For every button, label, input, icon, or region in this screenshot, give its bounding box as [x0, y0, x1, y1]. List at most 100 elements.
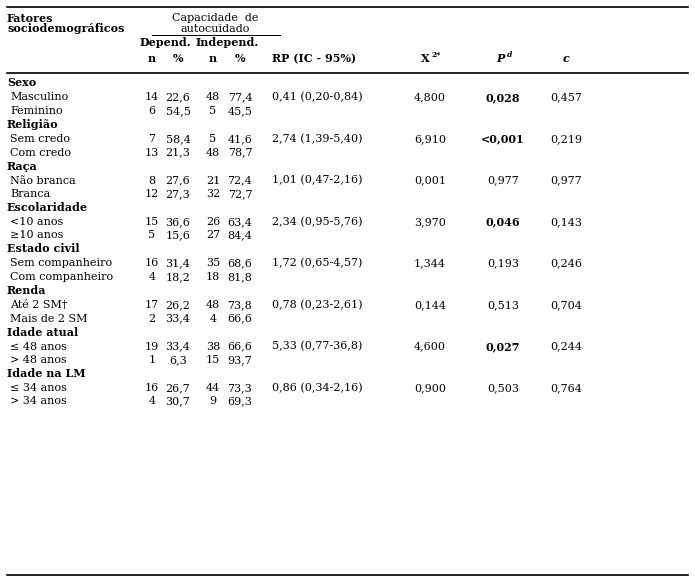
Text: Idade na LM: Idade na LM	[7, 368, 85, 379]
Text: %: %	[173, 54, 183, 65]
Text: 21: 21	[206, 175, 220, 185]
Text: 72,7: 72,7	[228, 189, 252, 199]
Text: 54,5: 54,5	[165, 106, 190, 116]
Text: 5,33 (0,77-36,8): 5,33 (0,77-36,8)	[272, 341, 362, 352]
Text: 66,6: 66,6	[227, 342, 252, 352]
Text: 12: 12	[145, 189, 159, 199]
Text: 1,72 (0,65-4,57): 1,72 (0,65-4,57)	[272, 258, 362, 269]
Text: 4,600: 4,600	[414, 342, 446, 352]
Text: ≤ 48 anos: ≤ 48 anos	[10, 342, 67, 352]
Text: 16: 16	[145, 383, 159, 393]
Text: 0,503: 0,503	[487, 383, 519, 393]
Text: 1,01 (0,47-2,16): 1,01 (0,47-2,16)	[272, 175, 363, 185]
Text: Sem credo: Sem credo	[10, 134, 70, 144]
Text: 18: 18	[206, 272, 220, 282]
Text: 36,6: 36,6	[165, 217, 190, 227]
Text: Com companheiro: Com companheiro	[10, 272, 113, 282]
Text: 0,764: 0,764	[550, 383, 582, 393]
Text: 6,910: 6,910	[414, 134, 446, 144]
Text: 16: 16	[145, 258, 159, 269]
Text: 27,3: 27,3	[165, 189, 190, 199]
Text: Masculino: Masculino	[10, 93, 68, 103]
Text: 9: 9	[209, 396, 217, 406]
Text: 21,3: 21,3	[165, 147, 190, 157]
Text: 0,977: 0,977	[487, 175, 519, 185]
Text: n: n	[209, 54, 217, 65]
Text: 15: 15	[145, 217, 159, 227]
Text: Escolaridade: Escolaridade	[7, 202, 88, 213]
Text: Raça: Raça	[7, 160, 38, 171]
Text: 38: 38	[206, 342, 220, 352]
Text: 4: 4	[149, 396, 156, 406]
Text: 27: 27	[206, 230, 220, 241]
Text: 0,193: 0,193	[487, 258, 519, 269]
Text: 0,244: 0,244	[550, 342, 582, 352]
Text: 0,41 (0,20-0,84): 0,41 (0,20-0,84)	[272, 92, 363, 103]
Text: 0,046: 0,046	[486, 216, 521, 227]
Text: <10 anos: <10 anos	[10, 217, 63, 227]
Text: 77,4: 77,4	[228, 93, 252, 103]
Text: 48: 48	[206, 300, 220, 310]
Text: ≤ 34 anos: ≤ 34 anos	[10, 383, 67, 393]
Text: 14: 14	[145, 93, 159, 103]
Text: 69,3: 69,3	[227, 396, 252, 406]
Text: 44: 44	[206, 383, 220, 393]
Text: 6,3: 6,3	[169, 355, 187, 365]
Text: 73,8: 73,8	[228, 300, 252, 310]
Text: Não branca: Não branca	[10, 175, 76, 185]
Text: 17: 17	[145, 300, 159, 310]
Text: 4,800: 4,800	[414, 93, 446, 103]
Text: sociodemográficos: sociodemográficos	[7, 23, 124, 34]
Text: 0,704: 0,704	[550, 300, 582, 310]
Text: 26: 26	[206, 217, 220, 227]
Text: 0,219: 0,219	[550, 134, 582, 144]
Text: 5: 5	[209, 106, 217, 116]
Text: 58,4: 58,4	[165, 134, 190, 144]
Text: 0,027: 0,027	[486, 341, 521, 352]
Text: Idade atual: Idade atual	[7, 326, 79, 338]
Text: c: c	[563, 54, 569, 65]
Text: 18,2: 18,2	[165, 272, 190, 282]
Text: Capacidade  de: Capacidade de	[172, 13, 258, 23]
Text: Branca: Branca	[10, 189, 50, 199]
Text: <0,001: <0,001	[481, 134, 525, 145]
Text: 0,977: 0,977	[550, 175, 582, 185]
Text: 35: 35	[206, 258, 220, 269]
Text: 0,144: 0,144	[414, 300, 446, 310]
Text: Religião: Religião	[7, 119, 58, 130]
Text: Feminino: Feminino	[10, 106, 63, 116]
Text: 26,2: 26,2	[165, 300, 190, 310]
Text: Com credo: Com credo	[10, 147, 71, 157]
Text: n: n	[148, 54, 156, 65]
Text: Sexo: Sexo	[7, 78, 36, 89]
Text: 66,6: 66,6	[227, 314, 252, 324]
Text: 2*: 2*	[431, 51, 441, 59]
Text: 81,8: 81,8	[227, 272, 252, 282]
Text: 22,6: 22,6	[165, 93, 190, 103]
Text: 63,4: 63,4	[227, 217, 252, 227]
Text: 45,5: 45,5	[227, 106, 252, 116]
Text: Fatores: Fatores	[7, 12, 54, 23]
Text: > 48 anos: > 48 anos	[10, 355, 67, 365]
Text: 33,4: 33,4	[165, 342, 190, 352]
Text: 15,6: 15,6	[165, 230, 190, 241]
Text: 73,3: 73,3	[228, 383, 252, 393]
Text: 68,6: 68,6	[227, 258, 252, 269]
Text: P: P	[496, 54, 504, 65]
Text: 8: 8	[149, 175, 156, 185]
Text: 0,457: 0,457	[550, 93, 582, 103]
Text: Estado civil: Estado civil	[7, 244, 80, 255]
Text: 93,7: 93,7	[228, 355, 252, 365]
Text: 31,4: 31,4	[165, 258, 190, 269]
Text: Independ.: Independ.	[195, 37, 259, 48]
Text: Sem companheiro: Sem companheiro	[10, 258, 112, 269]
Text: 72,4: 72,4	[228, 175, 252, 185]
Text: 2,34 (0,95-5,76): 2,34 (0,95-5,76)	[272, 217, 363, 227]
Text: 33,4: 33,4	[165, 314, 190, 324]
Text: ≥10 anos: ≥10 anos	[10, 230, 63, 241]
Text: 0,143: 0,143	[550, 217, 582, 227]
Text: 78,7: 78,7	[228, 147, 252, 157]
Text: 32: 32	[206, 189, 220, 199]
Text: 41,6: 41,6	[227, 134, 252, 144]
Text: 2,74 (1,39-5,40): 2,74 (1,39-5,40)	[272, 134, 363, 144]
